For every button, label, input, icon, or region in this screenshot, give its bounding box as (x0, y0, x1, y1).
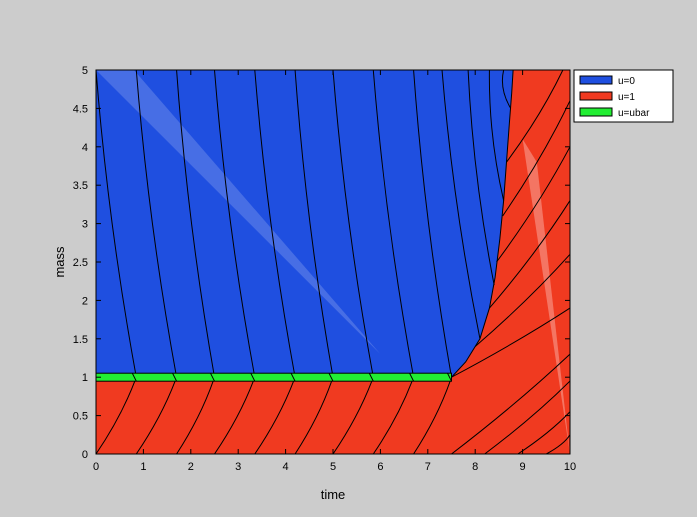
x-tick-label: 2 (188, 461, 194, 473)
trajectory-u0 (332, 69, 374, 378)
y-tick-label: 2 (82, 295, 88, 307)
trajectory-u0 (467, 69, 495, 286)
x-tick-label: 3 (235, 461, 241, 473)
trajectory-u1 (496, 146, 571, 263)
trajectory-u1 (474, 253, 571, 347)
y-tick-label: 4.5 (73, 103, 88, 115)
trajectory-u0 (372, 69, 415, 378)
trajectory-u0 (254, 69, 296, 378)
arc-junction (250, 372, 256, 382)
legend-label: u=ubar (618, 108, 650, 119)
y-tick-label: 0.5 (73, 411, 88, 423)
arc-junction (409, 372, 415, 382)
arc-junction (172, 372, 178, 382)
singular-arc (95, 372, 452, 382)
trajectory-u1 (214, 377, 256, 455)
trajectory-u0 (135, 69, 178, 378)
y-tick-label: 1.5 (73, 334, 88, 346)
trajectory-u0 (441, 69, 481, 339)
y-tick-label: 0 (82, 449, 88, 461)
plot-area (95, 69, 571, 455)
trajectory-u1 (546, 434, 571, 455)
arc-junction (447, 372, 452, 382)
trajectory-u0 (294, 69, 334, 378)
arc-junction (210, 372, 215, 382)
x-tick-label: 9 (520, 461, 526, 473)
x-tick-label: 1 (140, 461, 146, 473)
trajectory-u1 (135, 377, 178, 455)
trajectory-u1 (413, 377, 452, 455)
y-tick-label: 3.5 (73, 180, 88, 192)
trajectory-u1 (506, 69, 564, 163)
trajectory-u0 (501, 69, 512, 109)
region-u1-highlight (522, 139, 570, 454)
y-tick-label: 4 (82, 142, 88, 154)
region-u0 (95, 69, 514, 378)
arc-junction (131, 372, 137, 382)
trajectory-u1 (254, 377, 296, 455)
trajectory-u1 (332, 377, 374, 455)
arc-junction (290, 372, 296, 382)
trajectory-u1 (176, 377, 215, 455)
trajectory-u0 (488, 69, 505, 201)
x-tick-label: 10 (564, 461, 576, 473)
x-axis-label: time (321, 487, 346, 502)
legend-label: u=1 (618, 92, 635, 103)
y-tick-label: 1 (82, 372, 88, 384)
legend-label: u=0 (618, 76, 635, 87)
trajectory-u1 (502, 100, 571, 217)
x-tick-label: 7 (425, 461, 431, 473)
arc-junction (368, 372, 374, 382)
x-tick-label: 6 (377, 461, 383, 473)
trajectory-u0 (214, 69, 256, 378)
legend: u=0 u=1 u=ubar (573, 69, 674, 123)
y-tick-label: 5 (82, 65, 88, 77)
trajectory-u1 (484, 380, 571, 455)
y-tick-label: 3 (82, 219, 88, 231)
legend-swatch (579, 91, 613, 101)
arc-junction (328, 372, 334, 382)
x-tick-label: 5 (330, 461, 336, 473)
trajectory-u0 (413, 69, 452, 378)
trajectory-u1 (372, 377, 415, 455)
trajectory-u1 (451, 307, 571, 378)
x-tick-label: 0 (93, 461, 99, 473)
trajectory-u0 (176, 69, 215, 378)
y-axis-label: mass (52, 246, 67, 278)
trajectory-u1 (451, 353, 571, 455)
trajectory-u0 (95, 69, 137, 378)
legend-swatch (579, 107, 613, 117)
trajectory-u1 (294, 377, 334, 455)
trajectory-u1 (489, 200, 571, 309)
axes: 0 1 2 3 4 5 6 7 8 9 10 0 0.5 1 1.5 2 2.5 3 3.5 4 4.5 5 (73, 65, 576, 473)
region-u0-highlight (96, 70, 381, 355)
x-tick-label: 4 (283, 461, 289, 473)
legend-swatch (579, 75, 613, 85)
x-tick-label: 8 (472, 461, 478, 473)
y-tick-label: 2.5 (73, 257, 88, 269)
trajectory-u1 (95, 377, 137, 455)
